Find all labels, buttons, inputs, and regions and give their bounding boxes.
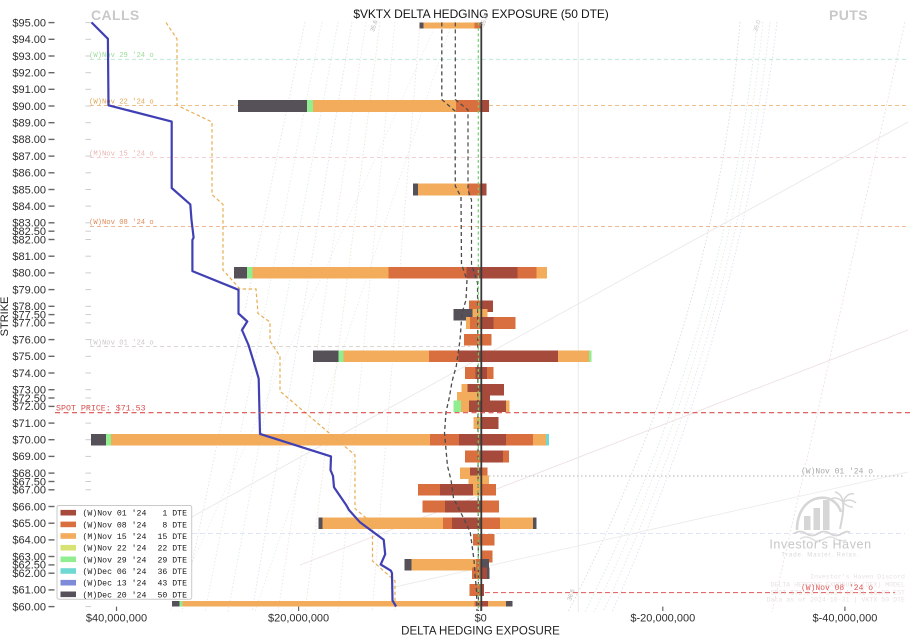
svg-text:22 DTE: 22 DTE: [158, 545, 188, 554]
svg-text:$70.00: $70.00: [12, 435, 46, 447]
svg-text:DELTA HEDGING EXPOSURE: DELTA HEDGING EXPOSURE: [401, 626, 560, 638]
svg-text:$89.00: $89.00: [12, 118, 46, 130]
svg-text:$87.00: $87.00: [12, 151, 46, 163]
svg-text:(W)Nov 29 '24: (W)Nov 29 '24: [83, 555, 147, 565]
svg-text:$67.50: $67.50: [12, 476, 46, 488]
svg-text:$92.00: $92.00: [12, 67, 46, 79]
svg-text:$77.00: $77.00: [12, 318, 46, 330]
svg-text:$90.00: $90.00: [12, 101, 46, 113]
svg-text:$69.00: $69.00: [12, 451, 46, 463]
svg-text:$91.00: $91.00: [12, 84, 46, 96]
svg-text:$62.00: $62.00: [12, 568, 46, 580]
svg-text:(M)Nov 15 '24: (M)Nov 15 '24: [83, 532, 147, 542]
svg-text:$84.00: $84.00: [12, 201, 46, 213]
svg-text:$-40,000,000: $-40,000,000: [812, 613, 877, 625]
svg-text:$VKTX DELTA HEDGING EXPOSURE (: $VKTX DELTA HEDGING EXPOSURE (50 DTE): [353, 7, 608, 21]
svg-text:$64.00: $64.00: [12, 535, 46, 547]
svg-text:$77.50: $77.50: [12, 309, 46, 321]
svg-text:$75.00: $75.00: [12, 351, 46, 363]
svg-text:$62.50: $62.50: [12, 560, 46, 572]
svg-text:$74.00: $74.00: [12, 368, 46, 380]
svg-text:$82.50: $82.50: [12, 226, 46, 238]
svg-text:Data as of 2024-10-31 | VKTX 5: Data as of 2024-10-31 | VKTX 50 DTE: [767, 597, 906, 604]
svg-text:$80.00: $80.00: [12, 268, 46, 280]
svg-text:(W)Nov 29 '24 o: (W)Nov 29 '24 o: [89, 52, 154, 60]
svg-text:(M)Nov 15 '24 o: (M)Nov 15 '24 o: [89, 151, 154, 159]
svg-text:(W)Dec 13 '24: (W)Dec 13 '24: [83, 579, 147, 589]
svg-text:$61.00: $61.00: [12, 585, 46, 597]
svg-text:$73.00: $73.00: [12, 384, 46, 396]
svg-text:$81.00: $81.00: [12, 251, 46, 263]
svg-text:$83.00: $83.00: [12, 218, 46, 230]
svg-text:(W)Nov 22 '24: (W)Nov 22 '24: [83, 544, 147, 554]
svg-text:$66.00: $66.00: [12, 501, 46, 513]
svg-text:$72.00: $72.00: [12, 401, 46, 413]
svg-text:CALLS: CALLS: [91, 7, 140, 23]
svg-text:$40,000,000: $40,000,000: [86, 613, 147, 625]
svg-text:$20,000,000: $20,000,000: [268, 613, 329, 625]
svg-text:$-20,000,000: $-20,000,000: [630, 613, 695, 625]
svg-text:SPOT $71.53 | 2024-10-31 16:00: SPOT $71.53 | 2024-10-31 16:00 EST: [770, 590, 905, 597]
svg-text:(W)Nov 01 '24 o: (W)Nov 01 '24 o: [801, 468, 873, 477]
svg-text:50 DTE: 50 DTE: [158, 591, 188, 600]
svg-text:STRIKE: STRIKE: [0, 297, 11, 337]
svg-text:15 DTE: 15 DTE: [158, 533, 188, 542]
svg-text:$72.50: $72.50: [12, 393, 46, 405]
svg-text:$95.00: $95.00: [12, 17, 46, 29]
svg-text:$68.00: $68.00: [12, 468, 46, 480]
svg-text:PUTS: PUTS: [829, 7, 868, 23]
svg-text:$94.00: $94.00: [12, 34, 46, 46]
svg-text:$60.00: $60.00: [12, 601, 46, 613]
svg-text:(W)Nov 01 '24: (W)Nov 01 '24: [83, 509, 147, 519]
svg-text:$63.00: $63.00: [12, 551, 46, 563]
svg-text:$86.00: $86.00: [12, 168, 46, 180]
svg-text:(W)Nov 08 '24 o: (W)Nov 08 '24 o: [89, 219, 154, 227]
svg-text:$0: $0: [475, 613, 487, 625]
svg-text:$93.00: $93.00: [12, 51, 46, 63]
svg-text:$67.00: $67.00: [12, 485, 46, 497]
svg-text:35.6: 35.6: [370, 19, 380, 33]
svg-text:(W)Nov 08 '24 o: (W)Nov 08 '24 o: [801, 584, 873, 593]
svg-text:$79.00: $79.00: [12, 284, 46, 296]
svg-text:$71.00: $71.00: [12, 418, 46, 430]
svg-text:35.0: 35.0: [753, 19, 763, 33]
svg-text:$65.00: $65.00: [12, 518, 46, 530]
svg-text:Investor's Haven: Investor's Haven: [769, 538, 871, 552]
svg-text:$76.00: $76.00: [12, 334, 46, 346]
svg-text:$85.00: $85.00: [12, 184, 46, 196]
svg-text:Trade. Master. Relax.: Trade. Master. Relax.: [781, 553, 859, 559]
svg-text:35.0: 35.0: [480, 14, 490, 28]
svg-text:SPOT PRICE: $71.53: SPOT PRICE: $71.53: [56, 403, 146, 413]
svg-text:43 DTE: 43 DTE: [158, 580, 188, 589]
svg-text:(W)Nov 22 '24 o: (W)Nov 22 '24 o: [89, 99, 154, 107]
svg-text:1 DTE: 1 DTE: [162, 510, 187, 519]
svg-text:36.6: 36.6: [567, 588, 577, 602]
svg-text:(W)Dec 06 '24: (W)Dec 06 '24: [83, 567, 147, 577]
svg-text:$82.00: $82.00: [12, 234, 46, 246]
svg-text:$88.00: $88.00: [12, 134, 46, 146]
svg-text:8 DTE: 8 DTE: [162, 521, 187, 530]
svg-text:DELTA HEDGING EXPOSURE (DEX) M: DELTA HEDGING EXPOSURE (DEX) MODEL: [770, 582, 905, 589]
svg-text:$78.00: $78.00: [12, 301, 46, 313]
svg-text:36 DTE: 36 DTE: [158, 568, 188, 577]
svg-text:Investor's Haven Discord: Investor's Haven Discord: [810, 574, 905, 581]
svg-text:29 DTE: 29 DTE: [158, 556, 188, 565]
svg-text:(W)Nov 08 '24: (W)Nov 08 '24: [83, 520, 147, 530]
svg-text:(M)Dec 20 '24: (M)Dec 20 '24: [83, 590, 147, 600]
svg-text:(W)Nov 01 '24 o: (W)Nov 01 '24 o: [89, 340, 154, 348]
